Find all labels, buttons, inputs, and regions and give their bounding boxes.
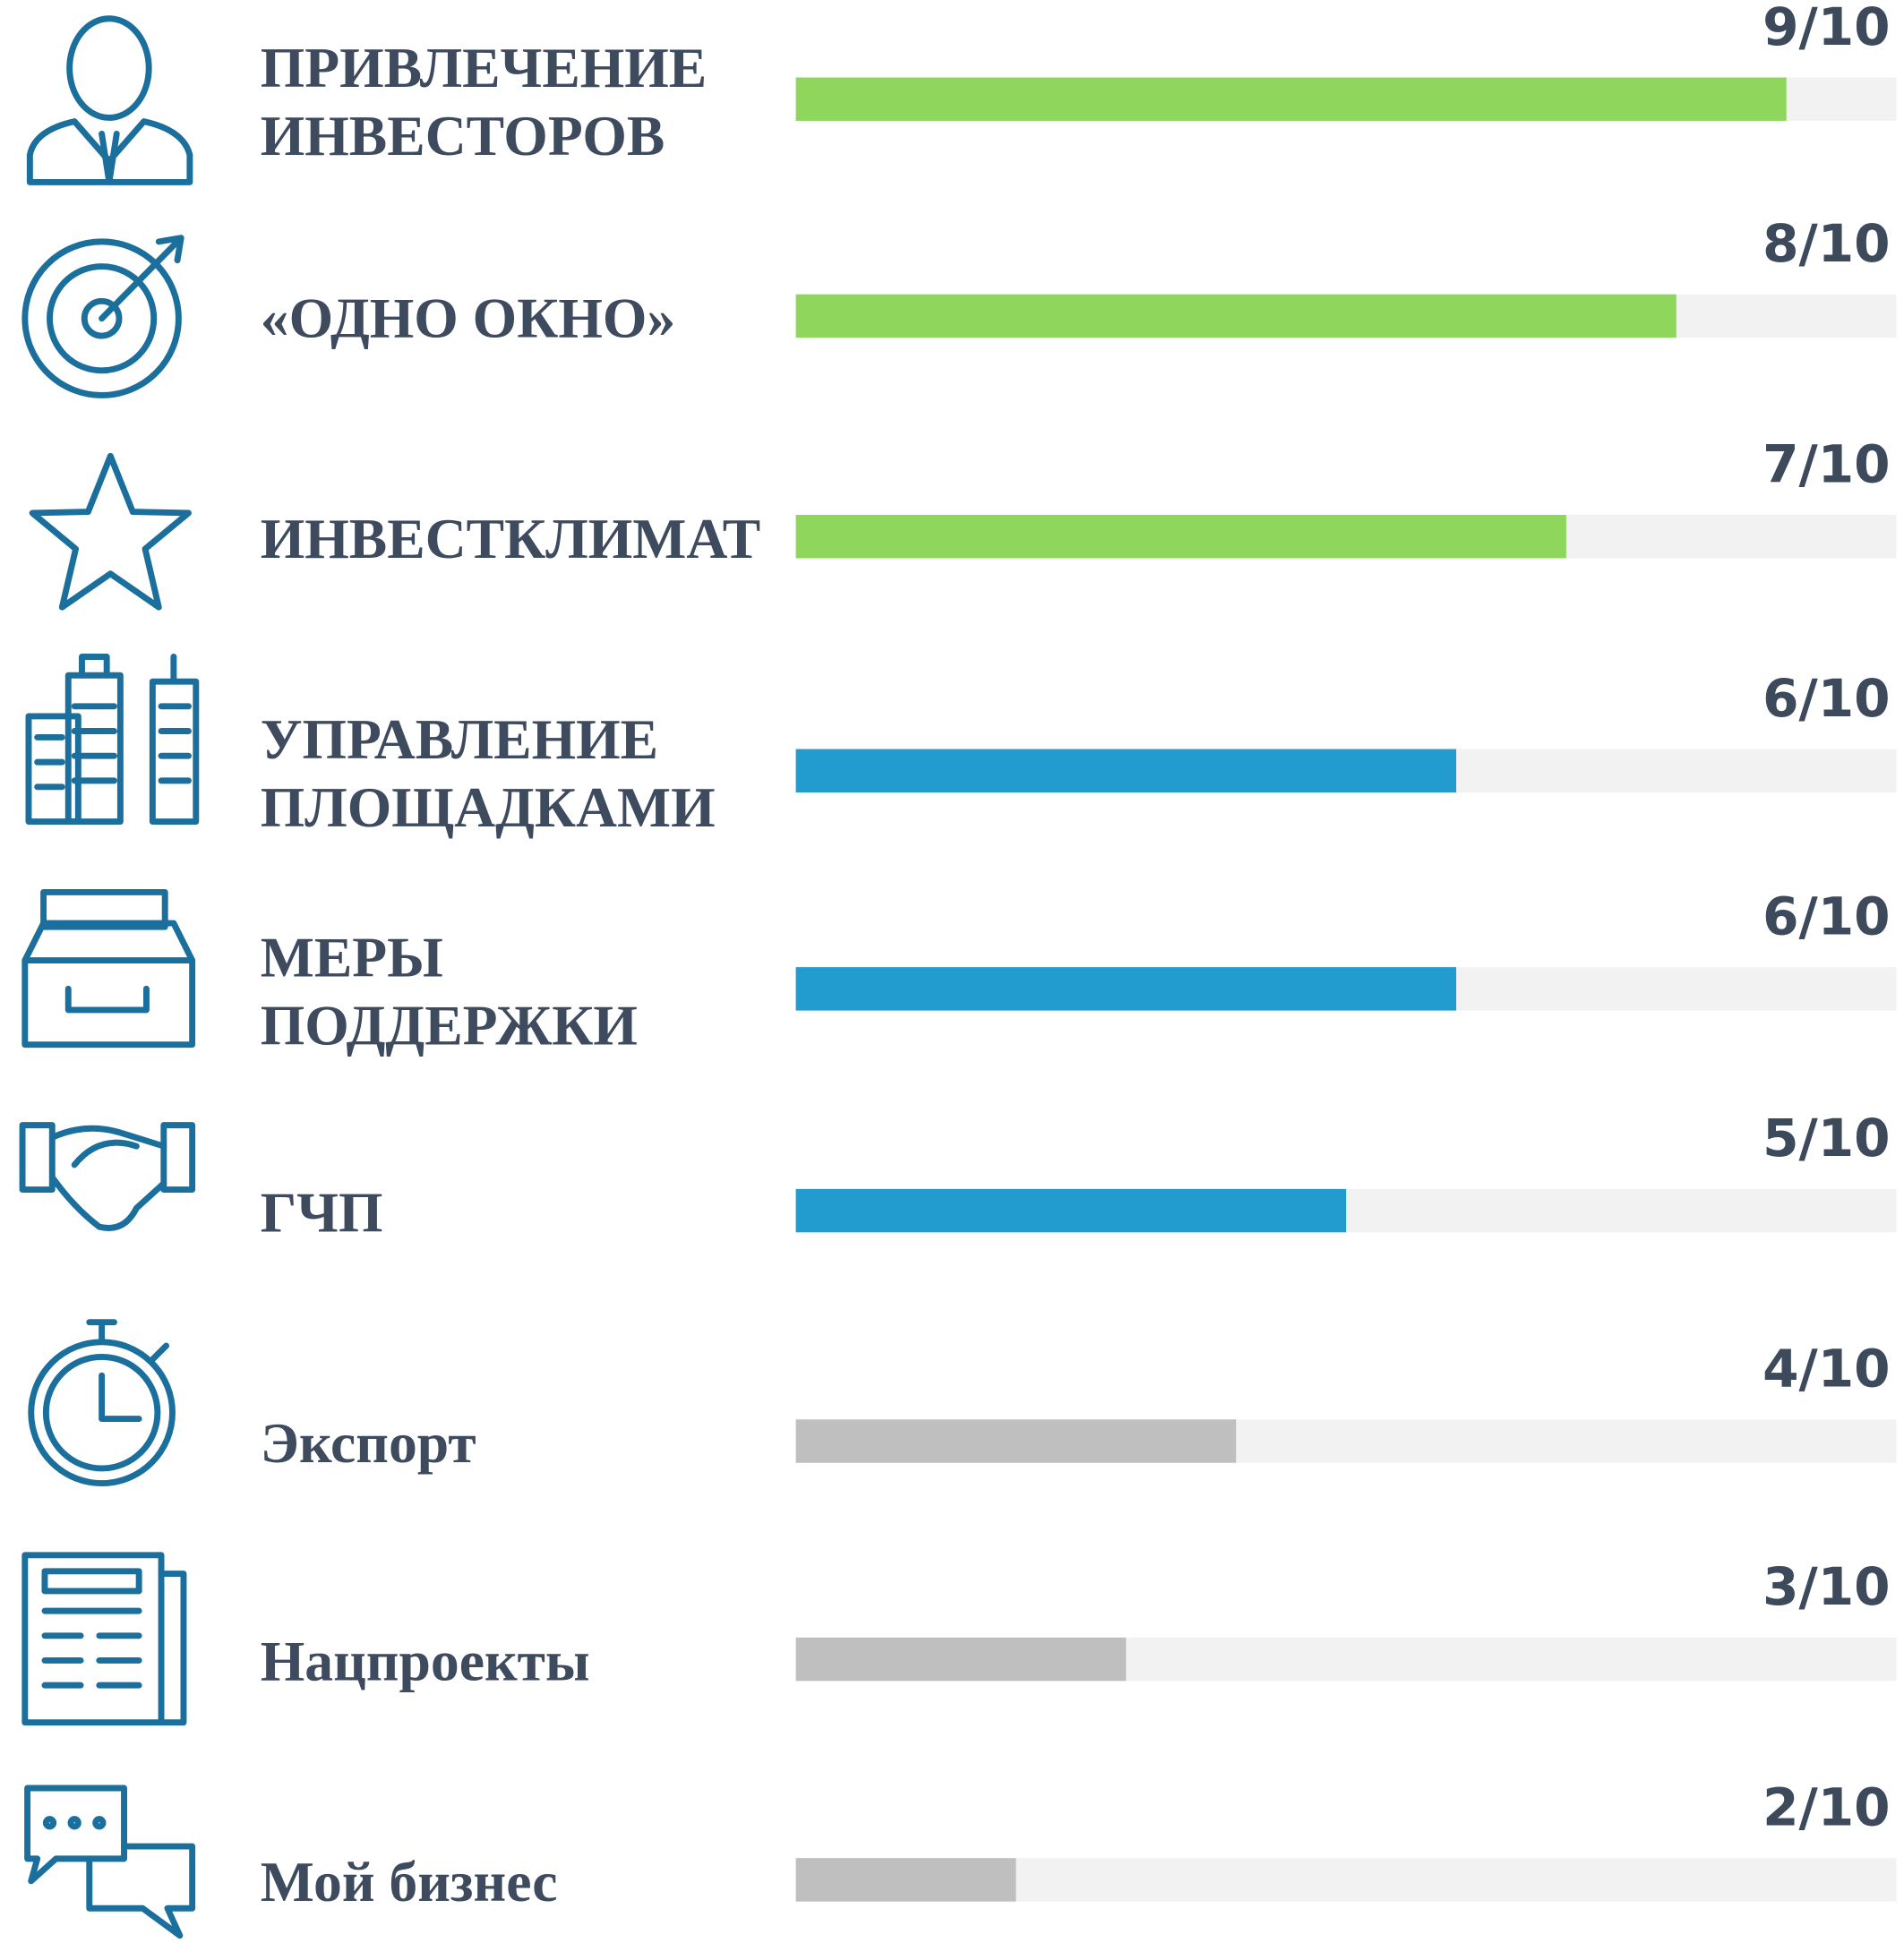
value-label: 6/10 [1762, 668, 1891, 729]
value-label: 8/10 [1762, 213, 1891, 274]
icon-stopwatch [28, 1319, 176, 1487]
icon-buildings [25, 654, 200, 826]
category-label: Экспорт [261, 1411, 476, 1475]
icon-chat [24, 1785, 196, 1939]
icon-handshake [19, 1122, 196, 1231]
category-label: Нацпроекты [261, 1630, 590, 1693]
value-label: 5/10 [1762, 1108, 1891, 1168]
value-label: 6/10 [1762, 886, 1891, 946]
category-label: МЕРЫ ПОДДЕРЖКИ [261, 926, 638, 1057]
category-label: «ОДНО ОКНО» [261, 286, 675, 349]
bar [795, 749, 1456, 793]
icon-target [21, 235, 184, 398]
value-label: 3/10 [1762, 1556, 1891, 1617]
category-label: Мой бизнес [261, 1850, 558, 1913]
value-label: 2/10 [1762, 1777, 1891, 1838]
icons [19, 15, 200, 1939]
icon-person [26, 15, 193, 185]
bar [795, 1419, 1237, 1463]
icon-newspaper [21, 1552, 187, 1726]
icon-box [21, 888, 196, 1049]
value-label: 9/10 [1762, 0, 1891, 57]
bar [795, 1858, 1016, 1902]
category-label: ПРИВЛЕЧЕНИЕ ИНВЕСТОРОВ [261, 36, 707, 167]
category-label: ИНВЕСТКЛИМАТ [261, 507, 760, 570]
value-label: 4/10 [1762, 1339, 1891, 1399]
bar [795, 77, 1787, 121]
bar [795, 294, 1677, 338]
bar [795, 515, 1566, 559]
category-label: ГЧП [261, 1181, 383, 1245]
bar [795, 1637, 1127, 1682]
value-label: 7/10 [1762, 433, 1891, 494]
bar [795, 1188, 1347, 1233]
icon-star [29, 452, 192, 611]
bar [795, 967, 1456, 1011]
category-label: УПРАВЛЕНИЕ ПЛОЩАДКАМИ [261, 707, 716, 839]
